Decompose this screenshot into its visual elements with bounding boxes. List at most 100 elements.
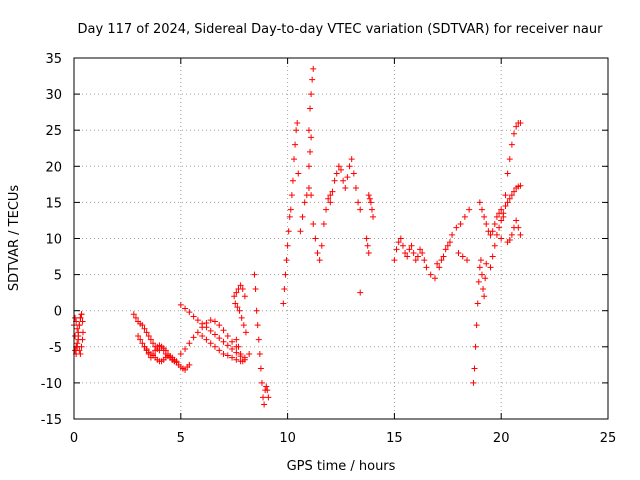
data-point xyxy=(294,119,301,126)
data-point xyxy=(177,351,184,358)
data-point xyxy=(220,327,227,334)
data-point xyxy=(135,332,142,339)
data-point xyxy=(241,293,248,300)
data-point xyxy=(316,257,323,264)
series-arc-7.5-8h xyxy=(231,282,249,365)
data-point xyxy=(207,327,214,334)
data-point xyxy=(399,242,406,249)
data-point xyxy=(338,166,344,173)
data-point xyxy=(305,184,312,191)
data-point xyxy=(329,188,336,195)
data-point xyxy=(220,338,227,345)
data-point xyxy=(285,228,292,235)
data-point xyxy=(487,231,494,238)
series-rise-20-21h xyxy=(498,119,524,242)
data-point xyxy=(480,286,487,293)
data-point xyxy=(475,278,482,285)
data-point xyxy=(365,249,372,256)
data-point xyxy=(410,249,417,256)
data-point xyxy=(474,300,481,307)
data-point xyxy=(130,311,137,318)
y-tick-label: 15 xyxy=(45,196,62,211)
data-point xyxy=(224,352,231,359)
data-point xyxy=(464,257,471,264)
data-point xyxy=(511,130,518,137)
data-point xyxy=(137,336,144,343)
data-point xyxy=(473,322,480,329)
data-point xyxy=(160,347,167,354)
data-point xyxy=(504,170,511,177)
y-tick-label: 30 xyxy=(45,88,62,103)
data-point xyxy=(478,271,485,278)
data-point xyxy=(283,257,290,264)
data-point xyxy=(282,271,289,278)
data-point xyxy=(233,349,240,356)
data-point xyxy=(255,336,262,343)
series-arc-6-8h xyxy=(199,332,253,365)
data-point xyxy=(333,170,340,177)
data-point xyxy=(79,329,86,336)
data-point xyxy=(393,246,400,253)
axis-ticks: 0 5 10 15 20 25 -15 -10 -5 0 5 10 15 20 25 30 35 xyxy=(41,52,617,446)
data-point xyxy=(141,325,148,332)
data-point xyxy=(186,361,193,368)
data-point xyxy=(293,127,300,134)
x-tick-label: 0 xyxy=(70,431,78,446)
data-point xyxy=(482,275,489,282)
data-point xyxy=(312,235,319,242)
data-point xyxy=(368,206,375,213)
data-point xyxy=(323,206,330,213)
data-point xyxy=(444,242,451,249)
data-point xyxy=(406,246,413,253)
data-point xyxy=(500,210,507,217)
data-point xyxy=(453,224,460,231)
data-point xyxy=(506,236,513,243)
y-tick-label: 5 xyxy=(54,269,62,284)
data-point xyxy=(496,224,503,231)
y-axis-label: SDTVAR / TECUs xyxy=(7,185,22,292)
data-point xyxy=(408,242,415,249)
data-point xyxy=(310,65,317,72)
data-point xyxy=(288,192,295,199)
data-point xyxy=(493,213,500,220)
data-point xyxy=(493,231,500,238)
data-points xyxy=(71,65,524,408)
data-point xyxy=(143,329,150,336)
series-arc-5-7h-b xyxy=(177,317,240,358)
data-point xyxy=(263,383,270,390)
data-point xyxy=(78,311,85,318)
data-point xyxy=(417,246,424,253)
data-point xyxy=(446,239,453,246)
data-point xyxy=(325,195,332,202)
data-point xyxy=(506,195,513,202)
data-point xyxy=(489,253,496,260)
data-point xyxy=(237,351,244,358)
data-point xyxy=(182,305,189,312)
data-point xyxy=(478,206,485,213)
data-point xyxy=(252,286,259,293)
data-point xyxy=(211,318,218,325)
data-point xyxy=(224,342,231,349)
y-tick-label: 35 xyxy=(45,52,62,67)
series-rise-10h xyxy=(280,119,302,307)
data-point xyxy=(141,343,148,350)
chart-title: Day 117 of 2024, Sidereal Day-to-day VTE… xyxy=(78,22,604,37)
data-point xyxy=(171,358,178,365)
data-point xyxy=(295,170,302,177)
data-point xyxy=(216,322,223,329)
data-point xyxy=(308,134,315,141)
data-point xyxy=(145,332,152,339)
data-point xyxy=(517,231,524,238)
data-point xyxy=(348,156,355,163)
data-point xyxy=(190,334,197,341)
x-tick-label: 15 xyxy=(386,431,403,446)
data-point xyxy=(344,174,351,181)
data-point xyxy=(239,286,246,293)
data-point xyxy=(412,257,419,264)
data-point xyxy=(150,351,157,358)
data-point xyxy=(297,228,304,235)
data-point xyxy=(352,184,359,191)
data-point xyxy=(498,235,505,242)
data-point xyxy=(194,317,201,324)
data-point xyxy=(190,313,197,320)
